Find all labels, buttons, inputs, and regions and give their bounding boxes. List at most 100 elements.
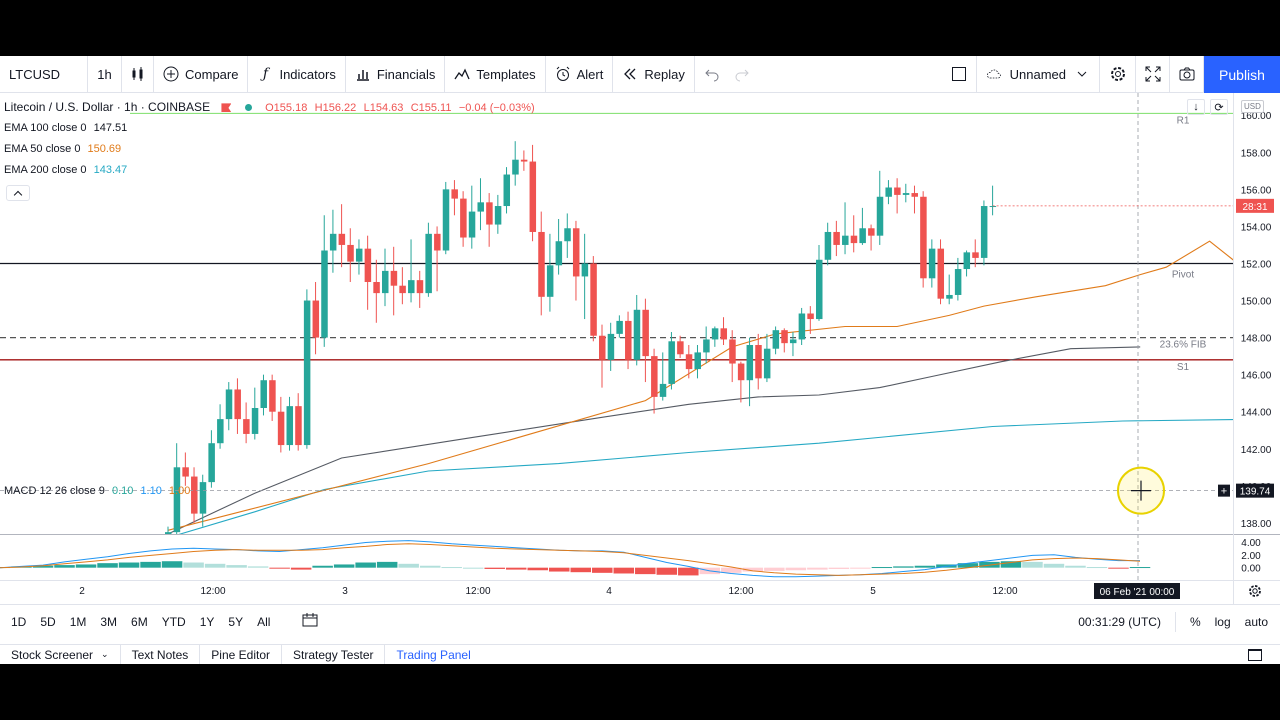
auto-scale-toggle[interactable]: auto [1244, 614, 1268, 629]
macd-histogram-bar [312, 565, 333, 568]
candle-body [546, 265, 554, 297]
last-price-countdown: 28:31 [1242, 202, 1267, 213]
candle-body [980, 206, 988, 258]
candle-body [946, 294, 953, 299]
candle-body [538, 231, 545, 297]
range-5d[interactable]: 5D [40, 614, 56, 629]
compare-button[interactable]: Compare [154, 56, 249, 93]
range-6m[interactable]: 6M [131, 614, 148, 629]
ema200-line [178, 419, 1233, 534]
reset-chart-button[interactable]: ⟳ [1210, 99, 1228, 115]
square-icon [951, 66, 967, 82]
percent-scale-toggle[interactable]: % [1189, 614, 1201, 629]
candle-body [451, 189, 458, 199]
price-pane: R1 Pivot 23.6% FIB S1 [0, 93, 1233, 580]
price-tick-label: 144.00 [1241, 408, 1272, 419]
publish-button[interactable]: Publish [1204, 56, 1280, 93]
macd-histogram-bar [1022, 561, 1043, 568]
templates-button[interactable]: Templates [445, 56, 546, 93]
macd-histogram-bar [398, 563, 419, 568]
ema50-line [167, 240, 1233, 531]
maximize-panel-icon[interactable] [1248, 648, 1262, 661]
range-3m[interactable]: 3M [100, 614, 118, 629]
select-layout-button[interactable] [943, 56, 977, 93]
utc-clock[interactable]: 00:31:29 (UTC) [1078, 614, 1161, 629]
chart-canvas[interactable]: R1 Pivot 23.6% FIB S1 160.00 158.00 156.00 154… [0, 93, 1280, 604]
candle-body [373, 282, 380, 294]
tab-pine-editor[interactable]: Pine Editor [200, 644, 282, 664]
tab-trading-panel[interactable]: Trading Panel [385, 645, 481, 665]
macd-tick-label: 2.00 [1241, 551, 1261, 562]
candle-body [937, 248, 945, 299]
symbol-legend: Litecoin / U.S. Dollar · 1h · COINBASE O… [4, 100, 539, 114]
undo-icon[interactable] [704, 66, 720, 82]
macd-histogram-bar [269, 567, 290, 569]
range-all[interactable]: All [257, 614, 271, 629]
ema100-legend[interactable]: EMA 100 close 0 147.51 [4, 122, 131, 134]
cloud-icon [986, 66, 1002, 82]
fullscreen-button[interactable] [1136, 56, 1170, 93]
axis-settings-gear-icon[interactable] [1249, 585, 1261, 597]
candle-body [208, 443, 215, 483]
candle-body [243, 419, 250, 434]
range-1m[interactable]: 1M [69, 614, 87, 629]
range-1d[interactable]: 1D [11, 614, 27, 629]
candle-body [902, 193, 910, 195]
macd-histogram-bar [548, 567, 570, 572]
tab-stock-screener[interactable]: Stock Screener ⌄ [0, 644, 121, 664]
scroll-to-latest-button[interactable]: ↓ [1187, 99, 1205, 115]
candle-body [720, 328, 728, 340]
log-scale-toggle[interactable]: log [1214, 614, 1231, 629]
tab-trading-panel-label: Trading Panel [396, 647, 471, 662]
candle-body [434, 233, 441, 251]
macd-histogram-bar [97, 563, 118, 568]
ohlc-high: H156.22 [314, 102, 357, 114]
candle-body [494, 206, 502, 225]
settings-button[interactable] [1100, 56, 1136, 93]
redo-icon[interactable] [734, 66, 750, 82]
candle-body [876, 196, 884, 236]
collapse-legend-button[interactable] [6, 185, 30, 201]
currency-badge[interactable]: USD [1241, 100, 1264, 113]
interval-button[interactable]: 1h [88, 56, 122, 93]
ema50-legend[interactable]: EMA 50 close 0 150.69 [4, 143, 125, 155]
chevron-up-icon [13, 190, 23, 200]
candle-body [755, 345, 762, 379]
indicators-button[interactable]: ƒ Indicators [248, 56, 346, 93]
symbol-title: Litecoin / U.S. Dollar · 1h · COINBASE [4, 100, 211, 114]
macd-histogram-bar [678, 567, 699, 576]
macd-histogram-bar [226, 565, 247, 568]
replay-button[interactable]: Replay [613, 56, 695, 93]
fullscreen-icon [1145, 66, 1161, 82]
macd-histogram-bar [376, 561, 398, 568]
tab-pine-editor-label: Pine Editor [211, 647, 270, 662]
macd-legend[interactable]: MACD 12 26 close 9 0.10 1.10 1.00 [4, 485, 194, 497]
alert-label: Alert [576, 66, 604, 82]
chevron-down-icon [1074, 66, 1090, 82]
plus-circle-icon [163, 66, 179, 82]
layout-name-button[interactable]: Unnamed [977, 56, 1100, 93]
crosshair-cursor-icon [1131, 480, 1151, 501]
macd-histogram-bar [828, 567, 850, 569]
financials-button[interactable]: Financials [346, 56, 446, 93]
candle-body [355, 248, 363, 262]
tab-strategy-tester[interactable]: Strategy Tester [282, 644, 386, 664]
chart-type-button[interactable] [122, 56, 154, 93]
symbol-search-button[interactable]: LTCUSD [0, 56, 88, 93]
macd-histogram-bar [75, 564, 97, 568]
candle-body [850, 235, 858, 244]
ema200-legend[interactable]: EMA 200 close 0 143.47 [4, 164, 131, 176]
compare-label: Compare [185, 66, 239, 82]
range-1y[interactable]: 1Y [199, 614, 215, 629]
snapshot-button[interactable] [1170, 56, 1204, 93]
price-tick-label: 148.00 [1241, 334, 1272, 345]
range-5y[interactable]: 5Y [228, 614, 244, 629]
time-tick-label: 12:00 [465, 586, 490, 597]
go-to-date-icon[interactable] [295, 613, 325, 630]
macd-histogram-bar [807, 567, 828, 570]
tab-text-notes[interactable]: Text Notes [121, 644, 201, 664]
time-tick-label: 5 [870, 586, 876, 597]
candle-body [312, 300, 320, 338]
range-ytd[interactable]: YTD [161, 614, 186, 629]
alert-button[interactable]: Alert [546, 56, 614, 93]
